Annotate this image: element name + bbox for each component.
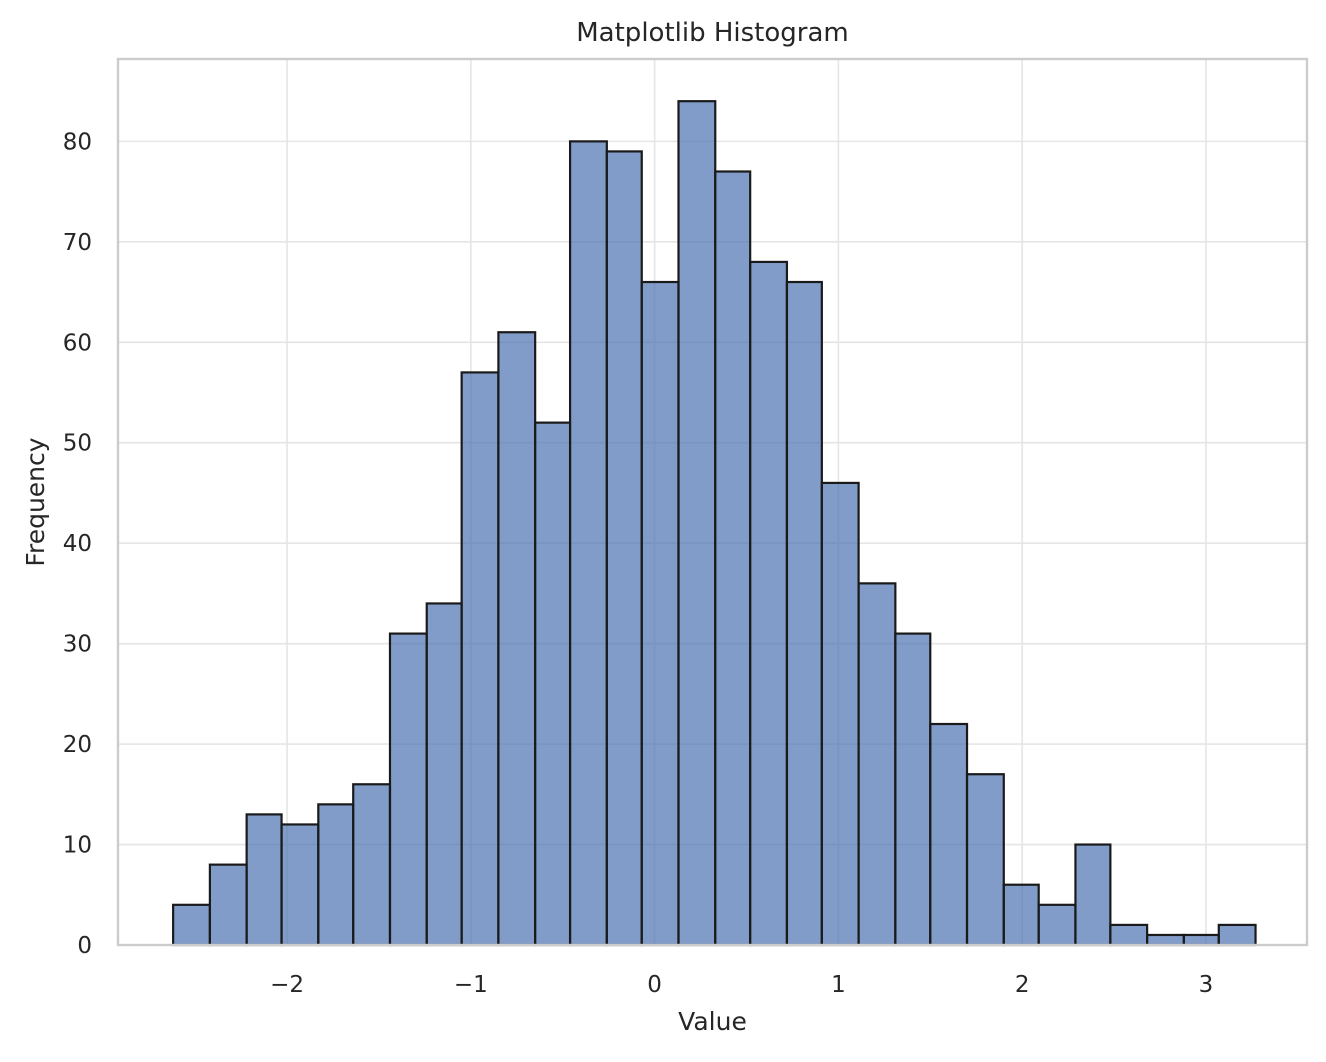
histogram-bar <box>785 280 823 947</box>
histogram-bar <box>208 863 248 947</box>
histogram-bar <box>1109 923 1149 947</box>
histogram-bar <box>1002 883 1040 947</box>
y-tick-label: 60 <box>63 330 92 356</box>
histogram-bar <box>280 823 320 947</box>
histogram-bar <box>857 582 897 947</box>
y-tick-label: 70 <box>63 230 92 256</box>
histogram-bar <box>677 100 717 947</box>
histogram-bar <box>425 602 463 947</box>
x-axis-title: Value <box>678 1007 747 1036</box>
x-tick-label: −1 <box>454 972 488 998</box>
histogram-bar <box>894 632 932 947</box>
histogram-bar <box>929 722 969 947</box>
histogram-bar <box>605 150 643 947</box>
histogram-bar <box>965 773 1005 947</box>
histogram-bar <box>1182 933 1220 947</box>
x-tick-label: −2 <box>270 972 304 998</box>
histogram-bar <box>568 140 608 947</box>
histogram-bar <box>352 783 392 947</box>
histogram-bar <box>317 803 355 947</box>
histogram-bar <box>1217 923 1257 947</box>
y-tick-label: 50 <box>63 431 92 457</box>
histogram-bar <box>245 813 283 947</box>
bars-layer <box>172 100 1257 947</box>
histogram-bar <box>172 903 211 947</box>
histogram-bar <box>497 331 537 947</box>
y-tick-label: 30 <box>63 632 92 658</box>
x-tick-label: 1 <box>831 972 846 998</box>
y-tick-label: 40 <box>63 531 92 557</box>
histogram-bar <box>388 632 428 947</box>
histogram-bar <box>1037 903 1077 947</box>
y-tick-label: 0 <box>77 933 92 959</box>
histogram-bar <box>640 280 680 947</box>
x-tick-label: 3 <box>1199 972 1214 998</box>
histogram-bar <box>820 481 860 947</box>
histogram-bar <box>460 371 500 947</box>
x-tick-label: 0 <box>647 972 662 998</box>
y-tick-label: 10 <box>63 833 92 859</box>
y-tick-label: 80 <box>63 129 92 155</box>
y-tick-label: 20 <box>63 732 92 758</box>
x-tick-label: 2 <box>1015 972 1030 998</box>
plot-frame <box>116 57 1309 947</box>
histogram-bar <box>1146 933 1185 947</box>
histogram-bar <box>714 170 752 947</box>
histogram-bar <box>534 421 572 947</box>
histogram-bar <box>1074 843 1112 947</box>
chart-title: Matplotlib Histogram <box>576 18 848 48</box>
histogram-bar <box>749 260 789 947</box>
y-axis-title: Frequency <box>21 437 50 566</box>
